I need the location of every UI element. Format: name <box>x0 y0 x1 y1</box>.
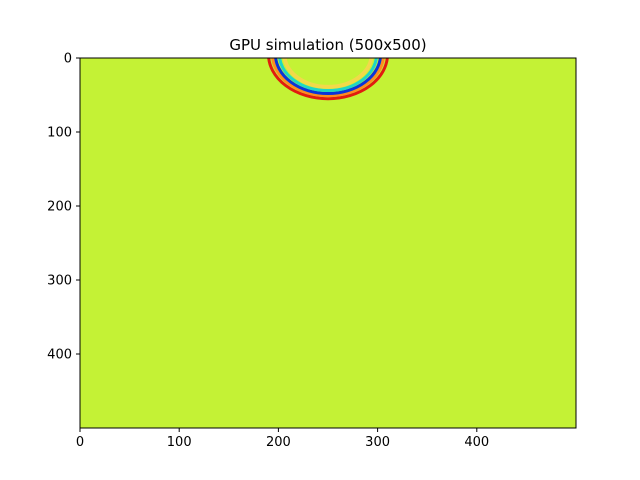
heatmap-field <box>80 58 576 428</box>
wave-ring-3 <box>278 58 378 93</box>
y-axis: 0 100 200 300 400 <box>47 52 80 363</box>
x-tick-label: 300 <box>365 435 390 450</box>
wave-ring-2 <box>274 58 382 96</box>
y-tick-label: 0 <box>64 52 72 67</box>
y-tick-label: 400 <box>47 348 72 363</box>
wavefront-rings <box>267 58 389 101</box>
wave-ring-0 <box>267 58 389 101</box>
wave-ring-1 <box>271 58 385 98</box>
x-tick-label: 400 <box>464 435 489 450</box>
y-tick-label: 300 <box>47 274 72 289</box>
x-axis: 0 100 200 300 400 <box>76 428 489 450</box>
y-tick-label: 200 <box>47 200 72 215</box>
chart-title: GPU simulation (500x500) <box>229 36 426 54</box>
y-tick-label: 100 <box>47 126 72 141</box>
wave-ring-4 <box>282 58 374 89</box>
x-tick-label: 0 <box>76 435 84 450</box>
x-tick-label: 100 <box>167 435 192 450</box>
plot-frame <box>79 57 577 429</box>
x-tick-label: 200 <box>266 435 291 450</box>
